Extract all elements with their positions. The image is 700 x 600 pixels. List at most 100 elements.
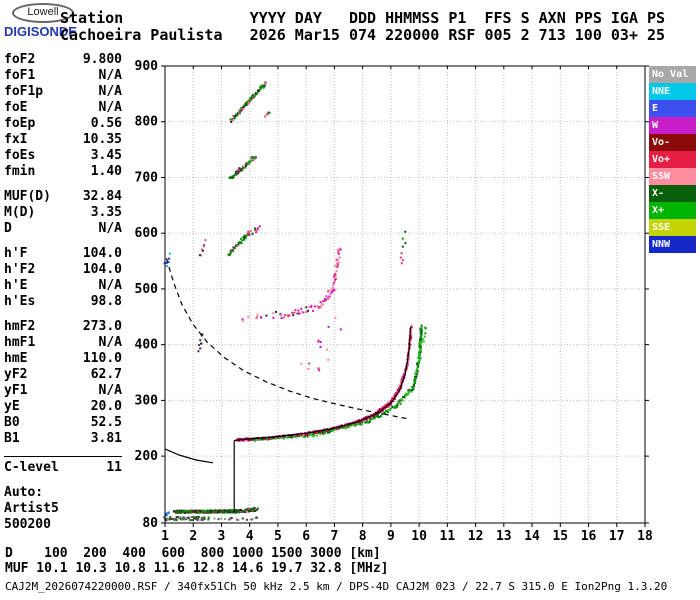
- y-axis-label: 400: [135, 338, 159, 353]
- param-value: 20.0: [90, 399, 122, 414]
- param-label: foF2: [4, 52, 36, 67]
- param-label: foF1: [4, 68, 36, 83]
- param-value: 3.35: [90, 205, 122, 220]
- x-axis-label: 9: [387, 529, 395, 544]
- param-row-auto-: Auto:: [4, 485, 122, 501]
- param-value: 110.0: [82, 351, 122, 366]
- param-value: 273.0: [82, 319, 122, 334]
- echo-cluster-x-trace-2: [311, 420, 371, 438]
- echo-cluster-es-under-sparse: [203, 516, 259, 521]
- doppler-direction-legend: No Val NNE E W Vo- Vo+ SSW X- X+ SSE NNW: [649, 66, 696, 253]
- param-label: yF2: [4, 367, 28, 382]
- echo-cluster-left-dark-2: [198, 239, 207, 257]
- param-label: h'F2: [4, 262, 36, 277]
- parameter-panel: foF2 9.800 foF1 N/A foF1p N/A foE N/A foEp 0.56 fx…: [4, 52, 122, 542]
- param-row-fof2: foF2 9.800: [4, 52, 122, 68]
- echo-cluster-multihop-800: [229, 81, 267, 123]
- legend-item-vo+: Vo+: [649, 151, 696, 168]
- echo-cluster-second-hop-left: [241, 310, 283, 322]
- param-label: Auto:: [4, 485, 44, 500]
- plot-frame: [164, 65, 646, 524]
- param-label: foE: [4, 100, 28, 115]
- param-label: fmin: [4, 164, 36, 179]
- param-row-hme: hmE 110.0: [4, 351, 122, 367]
- param-row-yf2: yF2 62.7: [4, 367, 122, 383]
- lowell-digisonde-logo: Lowell DIGISONDE: [4, 3, 114, 39]
- param-group: hmF2 273.0 hmF1 N/A hmE 110.0 yF2 62.7 yF1 N/A yE 2…: [4, 319, 122, 447]
- echo-cluster-multihop-800-tail: [264, 111, 271, 118]
- x-axis-label: 12: [468, 529, 484, 544]
- y-axis-label: 300: [135, 393, 159, 408]
- param-label: yE: [4, 399, 20, 414]
- legend-item-no-val: No Val: [649, 66, 696, 83]
- param-label: fxI: [4, 132, 28, 147]
- x-axis-label: 3: [218, 529, 226, 544]
- param-row-foep: foEp 0.56: [4, 116, 122, 132]
- param-value: 3.81: [90, 431, 122, 446]
- param-group: foF2 9.800 foF1 N/A foF1p N/A foE N/A foEp 0.56 fx…: [4, 52, 122, 180]
- legend-item-sse: SSE: [649, 219, 696, 236]
- param-row-b0: B0 52.5: [4, 415, 122, 431]
- logo-lowell-text: Lowell: [27, 6, 59, 18]
- param-row-hmf1: hmF1 N/A: [4, 335, 122, 351]
- transmission-curve: [165, 258, 408, 420]
- param-value: N/A: [98, 383, 122, 398]
- x-axis-label: 14: [524, 529, 540, 544]
- param-row-fmin: fmin 1.40: [4, 164, 122, 180]
- echo-cluster-x-trace-6: [418, 324, 423, 356]
- header-column-labels: Station YYYY DAY DDD HHMMSS P1 FFS S AXN…: [60, 9, 666, 27]
- y-axis-label: 200: [135, 449, 159, 464]
- param-row-ye: yE 20.0: [4, 399, 122, 415]
- x-axis-label: 10: [411, 529, 427, 544]
- param-group: h'F 104.0 h'F2 104.0 h'E N/A h'Es 98.8: [4, 246, 122, 310]
- param-label: h'F: [4, 246, 28, 261]
- x-axis-label: 15: [552, 529, 568, 544]
- param-row-h-f: h'F 104.0: [4, 246, 122, 262]
- param-value: 104.0: [82, 262, 122, 277]
- x-axis-label: 8: [359, 529, 367, 544]
- param-row-b1: B1 3.81: [4, 431, 122, 447]
- param-label: foEp: [4, 116, 36, 131]
- param-label: h'Es: [4, 294, 36, 309]
- echo-cluster-second-hop-2: [319, 286, 335, 309]
- echo-cluster-x-trace-5: [411, 353, 422, 389]
- param-label: hmE: [4, 351, 28, 366]
- param-label: M(D): [4, 205, 36, 220]
- x-axis-label: 11: [440, 529, 456, 544]
- legend-item-x+: X+: [649, 202, 696, 219]
- param-value: 11: [106, 460, 122, 475]
- param-row-h-e: h'E N/A: [4, 278, 122, 294]
- param-value: 52.5: [90, 415, 122, 430]
- param-label: hmF1: [4, 335, 36, 350]
- echo-cluster-es-under-scatter: [162, 515, 206, 522]
- restored-trace: [234, 326, 412, 442]
- param-row-h-f2: h'F2 104.0: [4, 262, 122, 278]
- param-label: 500200: [4, 517, 51, 532]
- file-info-line: CAJ2M_2026074220000.RSF / 340fx51Ch 50 k…: [5, 580, 668, 593]
- param-value: N/A: [98, 68, 122, 83]
- param-value: 98.8: [90, 294, 122, 309]
- param-value: N/A: [98, 221, 122, 236]
- muf-row: MUF 10.1 10.3 10.8 11.6 12.8 14.6 19.7 3…: [5, 561, 389, 576]
- legend-item-w: W: [649, 117, 696, 134]
- param-value: 0.56: [90, 116, 122, 131]
- param-group: C-level 11: [4, 456, 122, 476]
- param-value: 9.800: [82, 52, 122, 67]
- param-group: MUF(D) 32.84 M(D) 3.35 D N/A: [4, 189, 122, 237]
- param-value: 10.35: [82, 132, 122, 147]
- param-row-h-es: h'Es 98.8: [4, 294, 122, 310]
- param-row-foes: foEs 3.45: [4, 148, 122, 164]
- param-row-hmf2: hmF2 273.0: [4, 319, 122, 335]
- legend-item-ssw: SSW: [649, 168, 696, 185]
- echo-cluster-multihop-560-tail: [246, 225, 261, 236]
- x-axis-label: 2: [189, 529, 197, 544]
- param-value: N/A: [98, 335, 122, 350]
- distance-row: D 100 200 400 600 800 1000 1500 3000 [km…: [5, 546, 381, 561]
- echo-cluster-mid-noise: [300, 317, 342, 372]
- echo-cluster-second-hop-1: [279, 304, 321, 320]
- y-axis-label: 900: [135, 59, 159, 74]
- echo-cluster-second-hop-x: [399, 230, 407, 265]
- param-value: N/A: [98, 84, 122, 99]
- param-row-500200: 500200: [4, 517, 122, 533]
